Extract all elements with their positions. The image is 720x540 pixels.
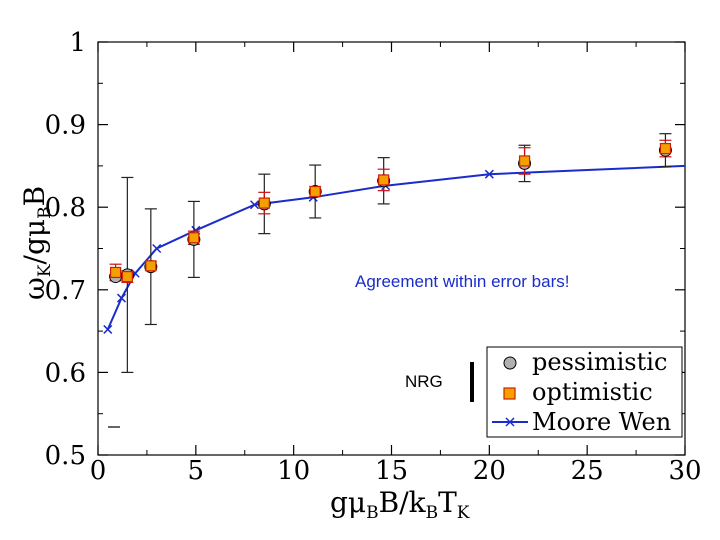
x-tick-label: 25 — [571, 456, 604, 486]
y-tick-label: 0.5 — [45, 441, 86, 471]
moore-wen-point — [250, 200, 260, 210]
moore-wen-point — [152, 243, 162, 254]
moore-wen-point — [484, 169, 494, 179]
data-markers — [109, 142, 672, 284]
y-tick-label: 0.9 — [45, 111, 86, 141]
y-tick-label: 0.7 — [45, 276, 86, 306]
optimistic-point — [518, 155, 531, 167]
y-axis-label: ωK/gμBB — [18, 186, 55, 300]
optimistic-point — [188, 232, 200, 244]
tick-labels: 0 5 10 15 20 25 30 0.5 0.6 0.7 0.8 0.9 1 — [45, 28, 702, 486]
annotation-agreement: Agreement within error bars! — [355, 272, 569, 291]
x-tick-label: 20 — [473, 456, 506, 486]
optimistic-point — [309, 185, 321, 198]
optimistic-point — [378, 174, 390, 186]
x-tick-label: 30 — [668, 456, 701, 486]
legend-moore-wen-label: Moore Wen — [532, 408, 671, 436]
legend: pessimistic optimistic Moore Wen — [486, 346, 683, 438]
moore-wen-point — [103, 324, 113, 334]
optimistic-point — [110, 266, 122, 279]
tick-marks — [97, 41, 686, 456]
y-tick-label: 0.6 — [45, 358, 86, 388]
x-tick-label: 10 — [277, 456, 310, 486]
optimistic-point — [659, 142, 672, 155]
x-tick-label: 0 — [90, 456, 107, 486]
optimistic-point — [258, 197, 270, 209]
legend-moore-wen-marker — [505, 417, 515, 427]
nrg-bar — [470, 362, 474, 402]
y-tick-label: 1 — [69, 28, 86, 58]
x-tick-label: 15 — [375, 456, 408, 486]
legend-optimistic-label: optimistic — [532, 378, 653, 406]
y-tick-label: 0.8 — [45, 193, 86, 223]
optimistic-point — [121, 270, 133, 283]
nrg-label: NRG — [405, 372, 443, 391]
legend-optimistic-marker — [503, 387, 516, 400]
legend-pessimistic-marker — [503, 356, 517, 370]
moore-wen-point — [116, 293, 127, 303]
x-tick-label: 5 — [188, 456, 205, 486]
x-axis-label: gμBB/kBTK — [330, 486, 470, 523]
optimistic-point — [145, 260, 157, 272]
legend-pessimistic-label: pessimistic — [532, 348, 667, 376]
